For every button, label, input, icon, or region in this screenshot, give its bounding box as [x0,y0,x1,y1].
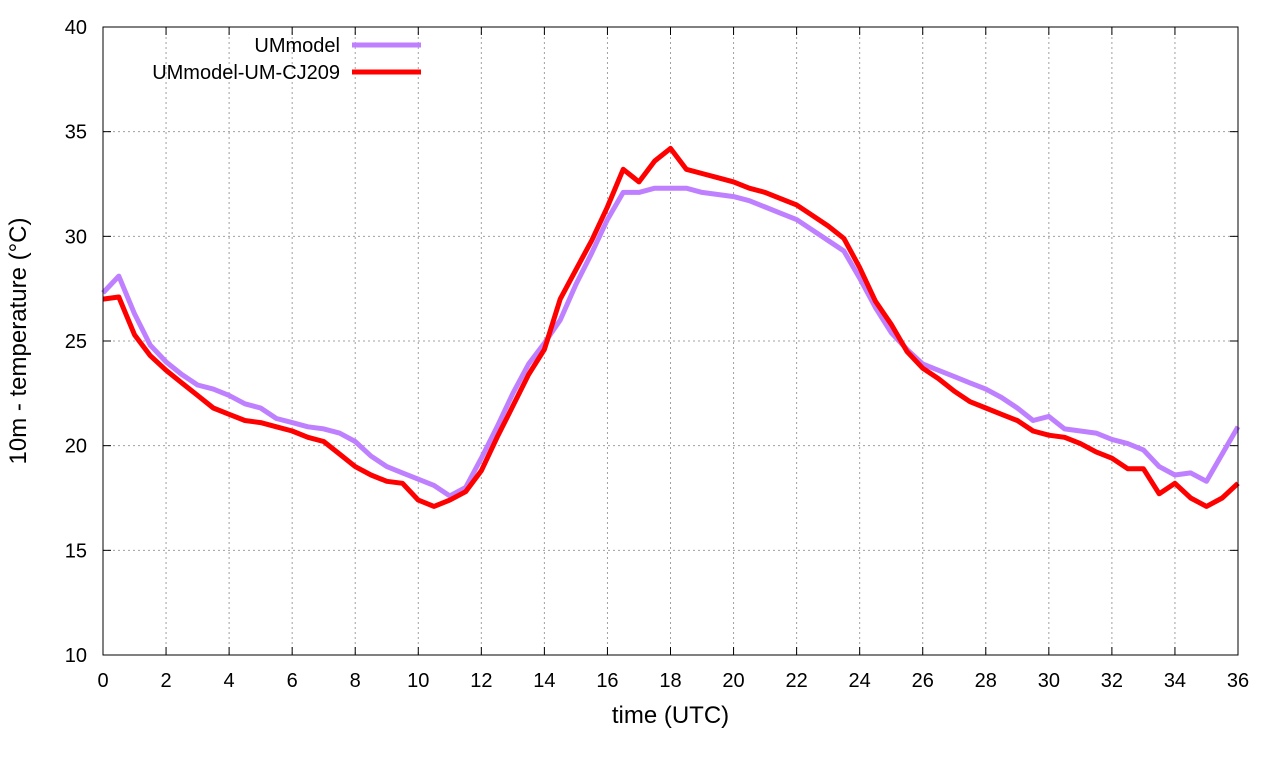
x-tick-label: 0 [97,670,108,692]
x-tick-label: 12 [470,670,492,692]
y-tick-label: 15 [65,540,87,562]
series-lines [101,145,1241,509]
x-tick-label: 10 [407,670,429,692]
x-tick-label: 24 [849,670,871,692]
y-tick-label: 20 [65,436,87,458]
x-tick-label: 28 [975,670,997,692]
x-tick-label: 20 [722,670,744,692]
x-tick-label: 14 [533,670,555,692]
series-line-ummodel-um-cj209 [102,145,1240,509]
x-tick-label: 30 [1038,670,1060,692]
x-tick-label: 22 [785,670,807,692]
axis-ticks: 0 2 4 6 8 10 12 14 16 18 20 22 24 26 28 30 32 34 361015202… [65,17,1249,692]
legend-label: UMmodel [254,35,340,57]
y-tick-label: 30 [65,226,87,248]
x-tick-label: 26 [912,670,934,692]
y-tick-label: 35 [65,122,87,144]
grid [103,27,1238,655]
y-tick-label: 10 [65,645,87,667]
x-axis-title: time (UTC) [612,702,729,729]
x-tick-label: 36 [1227,670,1249,692]
x-tick-label: 16 [596,670,618,692]
y-axis-title: 10m - temperature (°C) [5,218,32,465]
x-tick-label: 8 [350,670,361,692]
series-line-ummodel [101,185,1241,499]
x-tick-label: 18 [659,670,681,692]
x-tick-label: 32 [1101,670,1123,692]
legend-label: UMmodel-UM-CJ209 [152,62,340,84]
legend: UMmodel UMmodel-UM-CJ209 [152,35,421,84]
x-tick-label: 2 [160,670,171,692]
x-tick-label: 4 [224,670,235,692]
y-tick-label: 25 [65,331,87,353]
y-tick-label: 40 [65,17,87,39]
x-tick-label: 6 [287,670,298,692]
x-tick-label: 34 [1164,670,1186,692]
